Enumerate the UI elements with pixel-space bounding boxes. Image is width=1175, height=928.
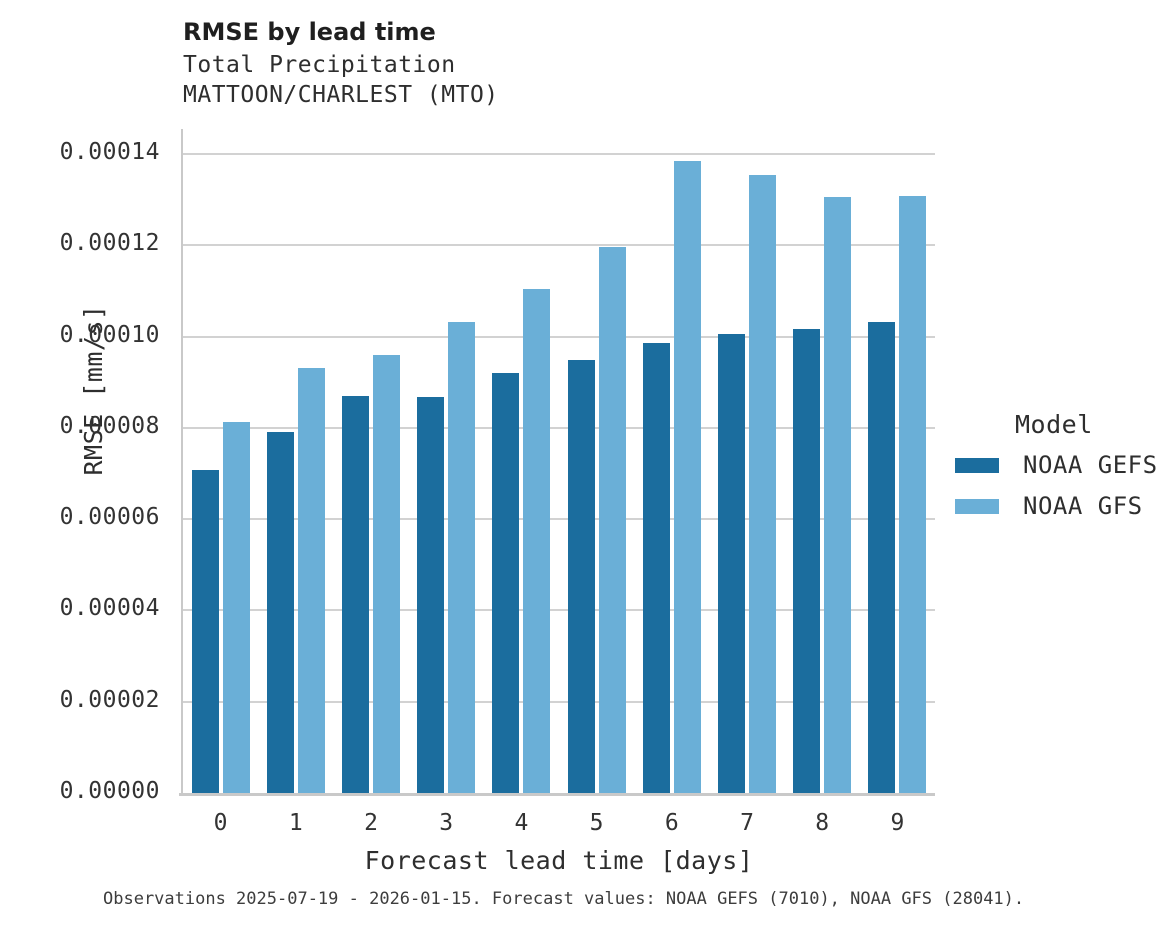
bar-noaa-gefs-day9 bbox=[868, 322, 896, 793]
bar-noaa-gfs-day6 bbox=[673, 161, 701, 793]
x-tick-label: 4 bbox=[514, 810, 529, 836]
bar-noaa-gfs-day4 bbox=[523, 288, 551, 793]
bar-noaa-gfs-day2 bbox=[373, 354, 400, 793]
y-tick-label: 0.00006 bbox=[59, 504, 160, 531]
bar-noaa-gfs-day0 bbox=[222, 421, 250, 793]
bar-noaa-gefs-day1 bbox=[266, 432, 294, 793]
legend: Model NOAA GEFS NOAA GFS bbox=[955, 410, 1175, 533]
bar-noaa-gefs-day6 bbox=[642, 342, 670, 793]
chart-subtitle-station: MATTOON/CHARLEST (MTO) bbox=[183, 82, 499, 108]
x-tick-label: 7 bbox=[740, 810, 754, 836]
bar-noaa-gefs-day8 bbox=[793, 328, 821, 793]
x-tick-label: 3 bbox=[439, 810, 454, 836]
y-axis-spine bbox=[181, 129, 183, 793]
gridline bbox=[183, 609, 935, 612]
legend-title: Model bbox=[1015, 410, 1093, 439]
gridline bbox=[183, 426, 935, 429]
legend-label: NOAA GEFS bbox=[1023, 451, 1158, 479]
y-tick-label: 0.00010 bbox=[59, 321, 160, 348]
bar-noaa-gefs-day5 bbox=[567, 359, 595, 793]
chart-subtitle-variable: Total Precipitation bbox=[183, 52, 456, 78]
bar-noaa-gefs-day7 bbox=[718, 333, 745, 793]
x-axis-label: Forecast lead time [days] bbox=[364, 846, 754, 875]
chart-title: RMSE by lead time bbox=[183, 18, 436, 46]
x-tick-label: 8 bbox=[815, 810, 830, 836]
plot-area bbox=[179, 129, 935, 796]
footer-note: Observations 2025-07-19 - 2026-01-15. Fo… bbox=[103, 889, 1025, 909]
legend-swatch-icon bbox=[955, 498, 999, 514]
legend-entry: NOAA GEFS bbox=[955, 451, 1175, 479]
legend-entries: NOAA GEFS NOAA GFS bbox=[955, 451, 1175, 520]
bar-noaa-gfs-day5 bbox=[598, 246, 626, 793]
bar-noaa-gfs-day9 bbox=[899, 196, 927, 793]
x-tick-label: 5 bbox=[589, 810, 604, 836]
x-tick-label: 2 bbox=[364, 810, 378, 836]
bar-noaa-gfs-day7 bbox=[749, 175, 776, 793]
x-tick-label: 9 bbox=[890, 810, 905, 836]
x-tick-label: 6 bbox=[664, 810, 679, 836]
bar-noaa-gfs-day1 bbox=[297, 367, 325, 793]
y-tick-label: 0.00012 bbox=[59, 230, 160, 257]
x-axis-spine bbox=[179, 793, 935, 796]
legend-entry: NOAA GFS bbox=[955, 492, 1175, 520]
gridline bbox=[183, 700, 935, 703]
gridline bbox=[183, 153, 935, 156]
legend-swatch-icon bbox=[955, 457, 999, 473]
y-tick-label: 0.00004 bbox=[59, 595, 160, 622]
gridline bbox=[183, 518, 935, 521]
bar-noaa-gfs-day8 bbox=[824, 197, 852, 793]
bar-noaa-gfs-day3 bbox=[448, 321, 476, 793]
bar-noaa-gefs-day4 bbox=[492, 373, 520, 793]
y-tick-label: 0.00014 bbox=[59, 139, 160, 166]
bar-noaa-gefs-day0 bbox=[191, 470, 219, 793]
bar-noaa-gefs-day3 bbox=[417, 397, 445, 793]
x-tick-label: 0 bbox=[213, 810, 228, 836]
legend-label: NOAA GFS bbox=[1023, 492, 1143, 520]
y-tick-label: 0.00008 bbox=[59, 412, 160, 439]
y-tick-label: 0.00002 bbox=[59, 686, 160, 713]
gridline bbox=[183, 244, 935, 247]
x-tick-label: 1 bbox=[288, 810, 303, 836]
y-tick-label: 0.00000 bbox=[59, 778, 160, 804]
bar-noaa-gefs-day2 bbox=[342, 396, 369, 793]
gridline bbox=[183, 335, 935, 338]
